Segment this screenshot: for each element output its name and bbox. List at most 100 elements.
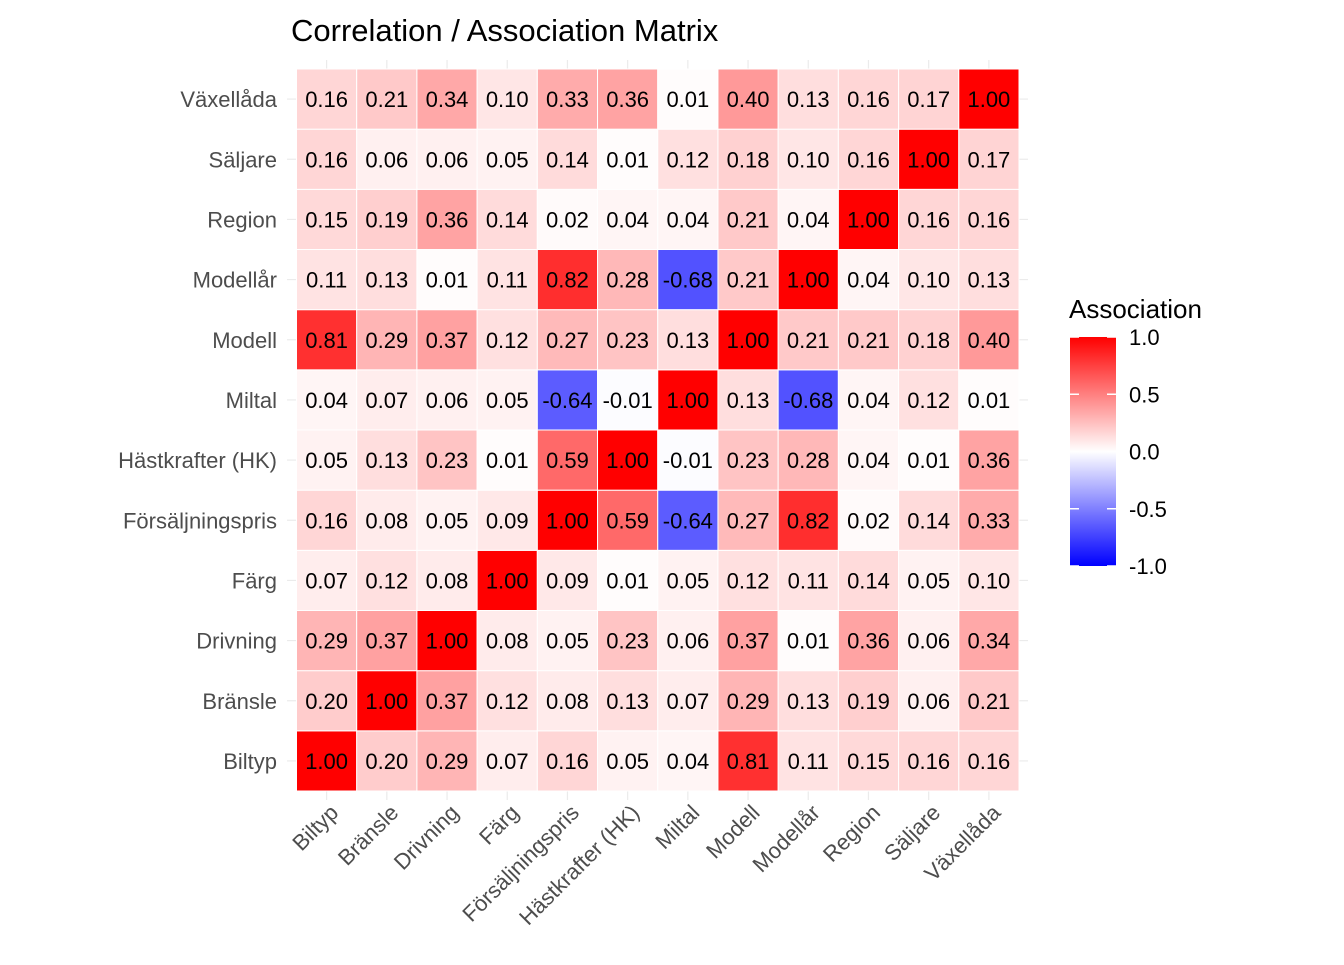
cell-value-label: -0.01	[663, 448, 713, 473]
cell-value-label: 0.16	[546, 749, 589, 774]
y-tick-label: Modellår	[193, 268, 277, 293]
cell-value-label: 0.05	[907, 568, 950, 593]
cell-value-label: 0.11	[487, 268, 528, 293]
heatmap-cell-modellar-forsaljningspris	[777, 489, 839, 551]
heatmap-cell-miltal-modell	[657, 309, 719, 371]
cell-value-label: 0.27	[727, 508, 770, 533]
y-axis: Biltyp Bränsle Drivning Färg Försäljningspri…	[118, 87, 278, 774]
cell-value-label: 0.37	[727, 629, 770, 654]
x-tick-label: Färg	[474, 800, 524, 850]
heatmap-cell-region-hastkrafter-hk	[837, 429, 900, 491]
cell-value-label: 0.01	[666, 87, 709, 112]
heatmap-cell-miltal-drivning	[657, 610, 719, 672]
cell-value-label: 0.16	[907, 207, 950, 232]
cell-value-label: 0.08	[486, 629, 529, 654]
cell-value-label: 0.40	[967, 328, 1010, 353]
cell-value-label: 0.19	[365, 207, 408, 232]
cell-value-label: 0.10	[486, 87, 529, 112]
heatmap-cell-saljare-modell	[898, 309, 960, 371]
y-tick-label: Region	[207, 207, 277, 232]
heatmap-cell-vaxellada-drivning	[958, 610, 1020, 672]
cell-value-label: 0.21	[727, 207, 770, 232]
cell-value-label: 0.13	[967, 268, 1010, 293]
cell-value-label: 0.21	[727, 268, 770, 293]
cell-value-label: 0.06	[426, 147, 469, 172]
cell-value-label: 0.14	[847, 568, 890, 593]
heatmap-cell-modellar-drivning	[777, 610, 839, 672]
heatmap-cell-hastkrafter-hk-modell	[597, 309, 659, 371]
heatmap-cell-region-bransle	[837, 670, 900, 732]
heatmap-cell-farg-hastkrafter-hk	[476, 429, 538, 491]
cell-value-label: 0.37	[365, 629, 408, 654]
y-tick-label: Växellåda	[180, 87, 277, 112]
cell-value-label: 0.13	[606, 689, 649, 714]
x-tick-label: Biltyp	[287, 800, 343, 856]
y-tick-label: Modell	[212, 328, 277, 353]
heatmap-cell-biltyp-biltyp	[296, 730, 358, 792]
cell-value-label: 0.08	[365, 508, 408, 533]
legend-tick-label: 1.0	[1129, 325, 1160, 350]
heatmap-cell-drivning-region	[416, 188, 478, 250]
cell-value-label: 0.81	[727, 749, 770, 774]
y-tick-label: Drivning	[196, 629, 277, 654]
heatmap-cell-biltyp-saljare	[296, 128, 358, 190]
heatmap-cell-region-farg	[837, 549, 900, 611]
legend-tick-label: -0.5	[1129, 497, 1167, 522]
cell-value-label: 0.09	[486, 508, 529, 533]
cell-value-label: 0.05	[426, 508, 469, 533]
heatmap-cell-saljare-forsaljningspris	[898, 489, 960, 551]
heatmap-cell-biltyp-bransle	[296, 670, 358, 732]
heatmap-cell-vaxellada-bransle	[958, 670, 1020, 732]
cell-value-label: 0.05	[486, 388, 529, 413]
cell-value-label: 0.18	[907, 328, 950, 353]
cell-value-label: 0.16	[847, 147, 890, 172]
cell-value-label: 0.13	[727, 388, 770, 413]
x-tick-label: Region	[818, 800, 885, 867]
heatmap-cell-bransle-forsaljningspris	[356, 489, 418, 551]
cell-value-label: 0.14	[907, 508, 950, 533]
heatmap-cells	[296, 68, 1020, 792]
cell-value-label: 0.11	[788, 749, 829, 774]
heatmap-cell-modellar-modell	[777, 309, 839, 371]
cell-value-label: 0.33	[546, 87, 589, 112]
heatmap-cell-modell-drivning	[717, 610, 779, 672]
heatmap-cell-biltyp-forsaljningspris	[296, 489, 358, 551]
legend-ticks: 1.0 0.5 0.0 -0.5 -1.0	[1070, 325, 1167, 579]
heatmap-cell-vaxellada-vaxellada	[958, 68, 1020, 130]
heatmap-cell-drivning-forsaljningspris	[416, 489, 478, 551]
heatmap-cell-bransle-modellar	[356, 249, 418, 311]
cell-value-label: 0.09	[546, 568, 589, 593]
y-tick-label: Hästkrafter (HK)	[118, 448, 277, 473]
cell-value-label: 0.01	[787, 629, 830, 654]
cell-value-label: 0.28	[787, 448, 830, 473]
heatmap-cell-saljare-drivning	[898, 610, 960, 672]
cell-value-label: 0.20	[305, 689, 348, 714]
cell-value-label: 0.05	[486, 147, 529, 172]
cell-value-label: 0.23	[426, 448, 469, 473]
heatmap-cell-modellar-bransle	[777, 670, 839, 732]
cell-value-label: 0.04	[787, 207, 830, 232]
heatmap-cell-miltal-modellar	[657, 249, 719, 311]
cell-value-label: 0.01	[606, 147, 649, 172]
cell-value-label: 0.18	[727, 147, 770, 172]
cell-value-label: 0.06	[907, 629, 950, 654]
heatmap-cell-miltal-bransle	[657, 670, 719, 732]
legend-tick-label: 0.5	[1129, 382, 1160, 407]
heatmap-cell-farg-vaxellada	[476, 68, 538, 130]
cell-value-label: 0.17	[967, 147, 1010, 172]
cell-value-label: 0.23	[606, 629, 649, 654]
cell-value-label: 0.10	[907, 268, 950, 293]
heatmap-cell-miltal-forsaljningspris	[657, 489, 719, 551]
heatmap-cell-farg-saljare	[476, 128, 538, 190]
cell-value-label: 0.27	[546, 328, 589, 353]
cell-value-label: 1.00	[907, 147, 950, 172]
cell-value-label: 0.36	[606, 87, 649, 112]
heatmap-cell-biltyp-vaxellada	[296, 68, 358, 130]
cell-value-label: 0.20	[365, 749, 408, 774]
heatmap-cell-hastkrafter-hk-modellar	[597, 249, 659, 311]
cell-value-label: 0.13	[787, 87, 830, 112]
heatmap-cell-vaxellada-farg	[958, 549, 1020, 611]
